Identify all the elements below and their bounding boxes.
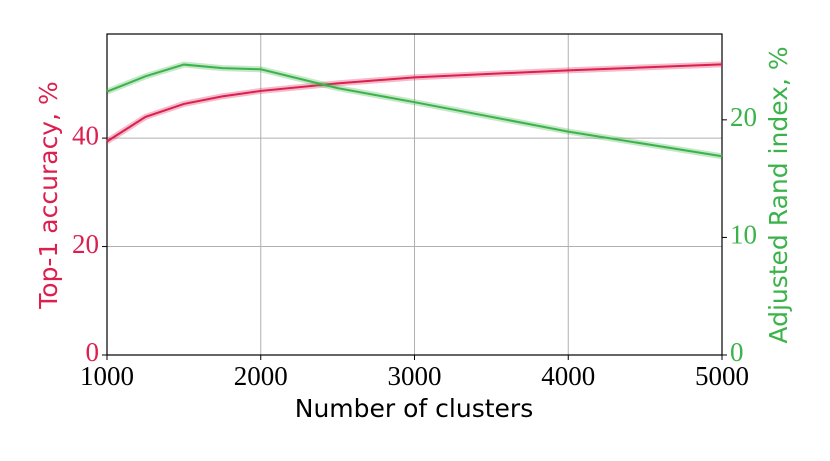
x-tick-label: 1000 <box>80 361 134 391</box>
series-line <box>106 63 723 143</box>
series-line <box>106 63 723 158</box>
x-axis-label: Number of clusters <box>295 394 533 423</box>
y2-tick-label: 10 <box>730 220 757 250</box>
x-tick-label: 5000 <box>695 361 749 391</box>
y-tick-label: 20 <box>72 229 99 259</box>
y-axis-label: Top-1 accuracy, % <box>34 81 63 310</box>
y2-axis-label: Adjusted Rand index, % <box>764 46 793 343</box>
x-tick-label: 4000 <box>541 361 595 391</box>
y2-tick-label: 20 <box>730 102 757 132</box>
y2-tick-label: 0 <box>730 337 744 367</box>
x-tick-label: 2000 <box>234 361 288 391</box>
plot-frame <box>106 33 723 356</box>
x-tick-label: 3000 <box>388 361 442 391</box>
y-tick-label: 0 <box>86 337 100 367</box>
y-tick-label: 40 <box>72 120 99 150</box>
